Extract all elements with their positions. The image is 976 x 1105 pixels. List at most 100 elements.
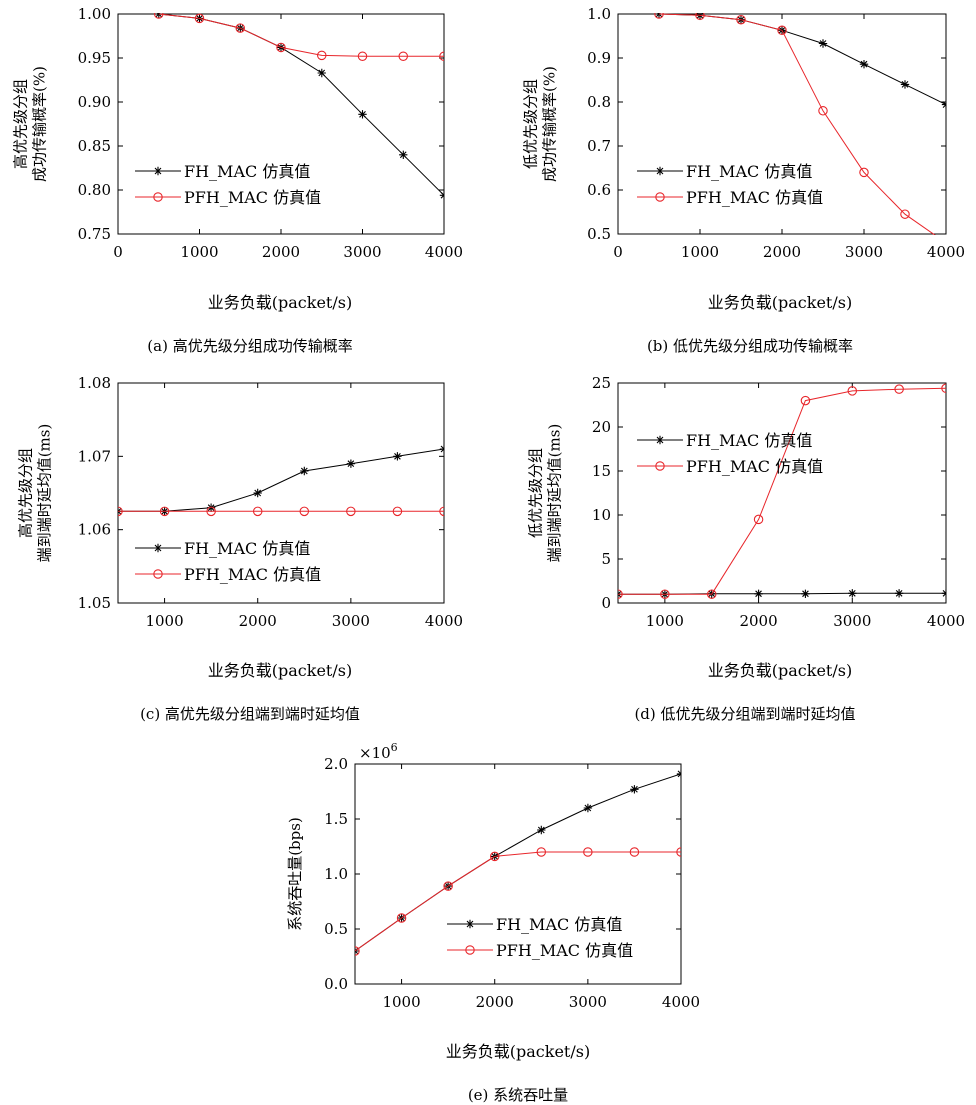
data-point (777, 25, 787, 36)
y-tick-label: 0.85 (78, 137, 111, 155)
y-tick-label: 5 (601, 550, 611, 568)
y-multiplier: ×106 (359, 741, 398, 762)
data-point (900, 209, 910, 219)
caption: (d) 低优先级分组端到端时延均值 (634, 705, 856, 723)
y-tick-label: 1.06 (78, 521, 111, 539)
y-tick-label: 1.0 (324, 865, 348, 883)
data-point (583, 847, 593, 857)
series-line (158, 13, 444, 57)
series-2 (154, 13, 444, 61)
y-tick-label: 1.07 (78, 447, 111, 465)
data-point (252, 506, 263, 517)
data-point (398, 51, 408, 61)
y-tick-label: 20 (592, 418, 611, 436)
series-line (658, 13, 946, 106)
data-point (300, 466, 309, 476)
y-axis-label: 低优先级分组成功传输概率(%) (522, 66, 559, 182)
x-tick-label: 0 (113, 243, 123, 261)
x-tick-label: 2000 (239, 612, 277, 630)
y-tick-label: 0.90 (78, 93, 111, 111)
y-axis-label: 高优先级分组端到端时延均值(ms) (17, 424, 54, 563)
y-tick-label: 0.9 (587, 49, 611, 67)
y-tick-label: 0.75 (78, 225, 111, 243)
data-point (439, 51, 444, 61)
x-axis-label: 业务负载(packet/s) (707, 293, 853, 312)
x-axis-label: 业务负载(packet/s) (707, 661, 853, 680)
x-tick-label: 2000 (763, 243, 801, 261)
y-tick-label: 1.0 (587, 5, 611, 23)
x-tick-label: 1000 (382, 993, 420, 1011)
caption: (e) 系统吞吐量 (467, 1086, 569, 1104)
data-point (941, 589, 946, 598)
data-point (894, 384, 904, 394)
series-2 (618, 383, 946, 599)
legend-label: PFH_MAC 仿真值 (686, 188, 823, 207)
data-point (235, 23, 246, 33)
data-point (818, 106, 828, 116)
data-point (355, 946, 360, 956)
caption: (b) 低优先级分组成功传输概率 (646, 337, 854, 355)
y-tick-label: 15 (592, 462, 611, 480)
legend-label: FH_MAC 仿真值 (496, 915, 622, 934)
y-tick-label: 25 (592, 374, 611, 392)
data-point (583, 803, 593, 813)
x-tick-label: 3000 (332, 612, 370, 630)
data-point (941, 100, 946, 109)
series-line (618, 387, 946, 595)
y-axis-label: 低优先级分组端到端时延均值(ms) (527, 424, 564, 563)
x-tick-label: 2000 (262, 243, 300, 261)
x-tick-label: 2000 (476, 993, 514, 1011)
data-point (800, 395, 811, 406)
plot-frame (117, 382, 445, 604)
data-point (847, 386, 858, 396)
legend-label: FH_MAC 仿真值 (686, 162, 812, 181)
series-line (658, 13, 936, 235)
data-point (154, 13, 164, 19)
series-line (118, 448, 444, 512)
y-tick-label: 1.5 (324, 810, 348, 828)
data-point (630, 785, 639, 794)
data-point (206, 506, 216, 517)
x-tick-label: 4000 (927, 243, 965, 261)
y-tick-label: 1.00 (78, 5, 111, 23)
legend-marker (655, 461, 665, 471)
legend-label: FH_MAC 仿真值 (184, 162, 310, 181)
legend: FH_MAC 仿真值 PFH_MAC 仿真值 (637, 431, 823, 476)
series-1 (118, 444, 444, 516)
series-2 (355, 847, 681, 956)
data-point (399, 150, 408, 159)
x-tick-label: 0 (613, 243, 623, 261)
data-point (695, 13, 705, 21)
legend-marker (465, 919, 475, 929)
data-point (154, 13, 163, 19)
y-tick-label: 0 (601, 594, 611, 612)
chart-b: 0 1000 2000 3000 4000 0.5 0.6 0.7 0.8 0.9 1.0 FH_MA… (522, 5, 966, 261)
x-tick-label: 4000 (425, 243, 463, 261)
data-point (439, 444, 444, 454)
x-tick-label: 3000 (569, 993, 607, 1011)
x-tick-label: 3000 (343, 243, 381, 261)
data-point (253, 488, 262, 498)
x-axis-label: 业务负载(packet/s) (207, 661, 353, 680)
y-tick-label: 0.7 (587, 137, 611, 155)
y-tick-label: 0.0 (324, 975, 348, 993)
data-point (358, 110, 367, 119)
data-point (859, 167, 869, 178)
data-point (316, 50, 327, 61)
data-point (276, 42, 286, 53)
caption: (c) 高优先级分组端到端时延均值 (140, 705, 360, 723)
x-tick-label: 4000 (927, 612, 965, 630)
legend-marker (153, 569, 163, 579)
data-point (159, 506, 170, 517)
legend-label: PFH_MAC 仿真值 (496, 941, 633, 960)
y-tick-label: 0.5 (587, 225, 611, 243)
data-point (676, 847, 681, 857)
data-point (706, 589, 717, 599)
y-tick-label: 10 (592, 506, 611, 524)
legend-label: PFH_MAC 仿真值 (184, 565, 321, 584)
series-2 (118, 506, 444, 517)
legend-label: FH_MAC 仿真值 (686, 431, 812, 450)
data-point (118, 506, 123, 517)
series-2 (654, 13, 936, 235)
